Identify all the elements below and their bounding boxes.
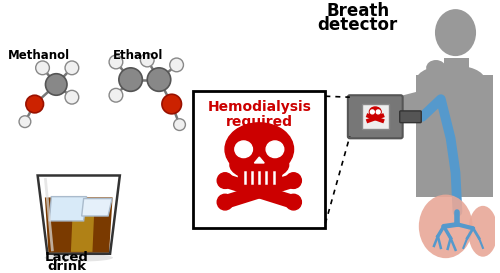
Polygon shape (50, 197, 86, 221)
Circle shape (286, 173, 302, 188)
FancyBboxPatch shape (362, 104, 389, 129)
Circle shape (217, 173, 233, 188)
Ellipse shape (416, 65, 485, 94)
Polygon shape (71, 207, 94, 252)
Ellipse shape (426, 60, 446, 76)
Ellipse shape (419, 195, 472, 258)
Circle shape (286, 194, 302, 210)
Polygon shape (82, 198, 112, 216)
Circle shape (26, 95, 44, 113)
Ellipse shape (266, 141, 284, 158)
Circle shape (36, 61, 50, 75)
FancyBboxPatch shape (193, 91, 326, 228)
Ellipse shape (44, 254, 113, 262)
Polygon shape (45, 197, 112, 253)
Circle shape (46, 74, 67, 95)
Circle shape (19, 116, 31, 127)
Circle shape (109, 88, 123, 102)
Ellipse shape (468, 206, 498, 257)
Ellipse shape (225, 123, 294, 176)
Text: Laced: Laced (45, 251, 89, 264)
Ellipse shape (370, 110, 374, 114)
Circle shape (147, 68, 171, 91)
Ellipse shape (376, 110, 380, 114)
Text: Ethanol: Ethanol (113, 49, 164, 62)
Polygon shape (358, 89, 426, 129)
FancyBboxPatch shape (348, 95, 403, 138)
Circle shape (162, 94, 182, 114)
Ellipse shape (372, 113, 379, 119)
Text: required: required (226, 115, 293, 129)
Circle shape (65, 90, 78, 104)
Circle shape (109, 55, 123, 69)
Circle shape (174, 119, 186, 130)
Text: Hemodialysis: Hemodialysis (208, 100, 311, 114)
Circle shape (140, 53, 154, 67)
Circle shape (65, 61, 78, 75)
Ellipse shape (353, 107, 392, 127)
Polygon shape (238, 172, 281, 183)
Ellipse shape (370, 107, 381, 117)
Polygon shape (416, 75, 492, 197)
Text: drink: drink (48, 260, 86, 273)
FancyBboxPatch shape (400, 111, 421, 123)
Polygon shape (254, 157, 264, 163)
Ellipse shape (235, 141, 252, 158)
Ellipse shape (435, 9, 476, 56)
Text: detector: detector (318, 16, 398, 34)
Circle shape (119, 68, 142, 91)
Text: Methanol: Methanol (8, 49, 70, 62)
Circle shape (217, 194, 233, 210)
Circle shape (170, 58, 183, 72)
Ellipse shape (230, 150, 288, 180)
Text: Breath: Breath (326, 2, 389, 20)
Polygon shape (444, 58, 469, 72)
